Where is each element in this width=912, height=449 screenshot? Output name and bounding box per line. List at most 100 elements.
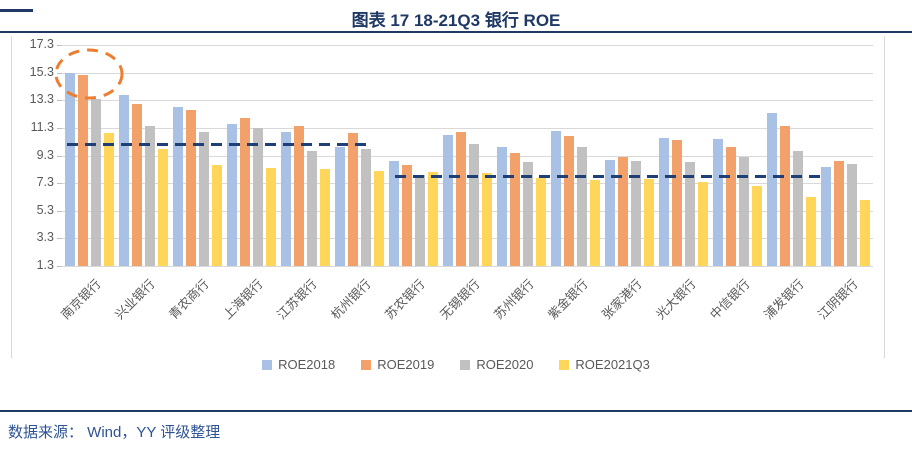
bar-roe2020: [144, 126, 155, 266]
axis-tick: [57, 72, 62, 74]
bar-roe2018: [821, 166, 832, 266]
bar-roe2018: [334, 147, 345, 266]
axis-tick: [57, 238, 62, 240]
bar-roe2019: [618, 156, 629, 266]
bar-roe2019: [564, 136, 575, 266]
legend-swatch: [262, 359, 273, 370]
y-axis-tick-label: 11.3: [30, 119, 54, 134]
legend-label: ROE2021Q3: [575, 357, 650, 372]
bar-roe2021q3: [806, 196, 817, 266]
axis-tick: [57, 100, 62, 102]
gridline: [62, 210, 873, 212]
bar-roe2019: [834, 161, 845, 266]
legend: ROE2018 ROE2019 ROE2020 ROE2021Q3: [0, 357, 912, 372]
y-axis-tick-label: 3.3: [36, 230, 54, 245]
bar-roe2019: [347, 133, 358, 266]
bar-roe2018: [605, 159, 616, 266]
bar-roe2021q3: [319, 169, 330, 266]
bar-roe2018: [64, 72, 75, 266]
legend-swatch: [460, 359, 471, 370]
bar-roe2020: [523, 162, 534, 266]
chart-area: [11, 36, 885, 358]
bar-roe2018: [497, 147, 508, 266]
bar-roe2021q3: [644, 178, 655, 266]
y-axis-tick-label: 7.3: [36, 175, 54, 190]
legend-label: ROE2018: [278, 357, 336, 372]
highlight-ellipse: [54, 48, 124, 100]
chart-title: 图表 17 18-21Q3 银行 ROE: [351, 11, 561, 30]
axis-tick: [57, 210, 62, 212]
bar-roe2020: [469, 144, 479, 266]
bar-roe2019: [510, 152, 521, 266]
y-axis-tick-label: 5.3: [36, 202, 54, 217]
bar-roe2019: [401, 165, 412, 266]
bar-roe2021q3: [536, 177, 547, 266]
y-axis-tick-label: 13.3: [29, 92, 54, 107]
y-axis-tick-label: 9.3: [36, 147, 54, 162]
gridline: [62, 266, 873, 267]
bar-roe2018: [767, 112, 778, 266]
bar-roe2020: [198, 132, 209, 266]
source-text: 数据来源： Wind，YY 评级整理: [8, 424, 221, 441]
bar-roe2020: [631, 161, 642, 266]
bar-roe2020: [847, 163, 858, 266]
axis-tick: [57, 45, 62, 46]
bar-roe2018: [551, 130, 562, 266]
legend-item: ROE2021Q3: [559, 357, 650, 372]
source-divider: [0, 410, 912, 412]
bar-roe2018: [226, 123, 237, 266]
bar-roe2021q3: [427, 172, 438, 266]
y-axis-tick-label: 17.3: [29, 37, 54, 51]
reference-line: [67, 142, 369, 146]
legend-item: ROE2019: [361, 357, 434, 372]
bar-roe2021q3: [103, 133, 114, 266]
title-underline: [0, 31, 912, 33]
bar-roe2019: [780, 126, 791, 266]
bar-roe2020: [90, 98, 101, 266]
bar-roe2020: [360, 148, 371, 266]
bar-roe2020: [414, 174, 425, 266]
bar-roe2018: [118, 94, 129, 266]
bar-roe2018: [659, 137, 670, 266]
bar-roe2020: [793, 151, 804, 266]
bar-roe2019: [456, 132, 466, 266]
bar-roe2021q3: [482, 173, 492, 266]
bar-roe2021q3: [157, 148, 168, 266]
bar-roe2019: [131, 104, 142, 266]
top-left-rule: [0, 9, 33, 12]
bar-roe2020: [739, 156, 750, 266]
axis-tick: [57, 127, 62, 129]
bar-roe2019: [185, 109, 196, 266]
bar-roe2018: [443, 134, 453, 266]
bar-roe2019: [293, 126, 304, 266]
bar-roe2020: [306, 151, 317, 266]
gridline: [62, 238, 873, 240]
bar-roe2021q3: [211, 165, 222, 266]
gridline: [62, 72, 873, 74]
y-axis-tick-label: 15.3: [29, 64, 54, 79]
legend-item: ROE2020: [460, 357, 533, 372]
axis-tick: [57, 266, 62, 267]
bar-roe2021q3: [373, 170, 384, 266]
bar-roe2021q3: [860, 199, 871, 266]
bar-roe2020: [685, 162, 696, 266]
bar-roe2020: [252, 127, 263, 266]
bar-roe2020: [577, 147, 588, 266]
bar-roe2018: [713, 138, 724, 266]
bar-roe2019: [77, 75, 88, 266]
axis-tick: [57, 183, 62, 185]
bar-roe2021q3: [590, 180, 601, 266]
bar-roe2018: [280, 132, 291, 266]
legend-label: ROE2019: [377, 357, 435, 372]
bar-roe2018: [388, 161, 399, 266]
bar-roe2021q3: [752, 185, 763, 266]
gridline: [62, 183, 873, 185]
legend-swatch: [559, 359, 570, 370]
gridline: [62, 155, 873, 157]
legend-label: ROE2020: [476, 357, 534, 372]
legend-swatch: [361, 359, 372, 370]
bar-roe2021q3: [698, 181, 709, 266]
bar-roe2019: [726, 147, 737, 266]
axis-tick: [57, 155, 62, 157]
